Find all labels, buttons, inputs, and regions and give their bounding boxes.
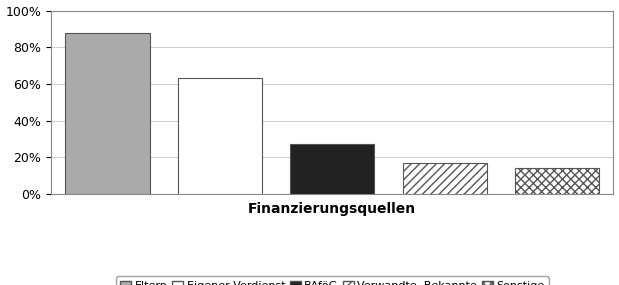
Bar bbox=[515, 168, 599, 194]
Bar bbox=[178, 78, 262, 194]
Bar bbox=[65, 32, 150, 194]
X-axis label: Finanzierungsquellen: Finanzierungsquellen bbox=[248, 202, 417, 216]
Bar bbox=[290, 144, 374, 194]
Legend: Eltern, Eigener Verdienst, BAföG, Verwandte, Bekannte, Sonstige: Eltern, Eigener Verdienst, BAföG, Verwan… bbox=[116, 276, 548, 285]
Bar bbox=[402, 163, 487, 194]
